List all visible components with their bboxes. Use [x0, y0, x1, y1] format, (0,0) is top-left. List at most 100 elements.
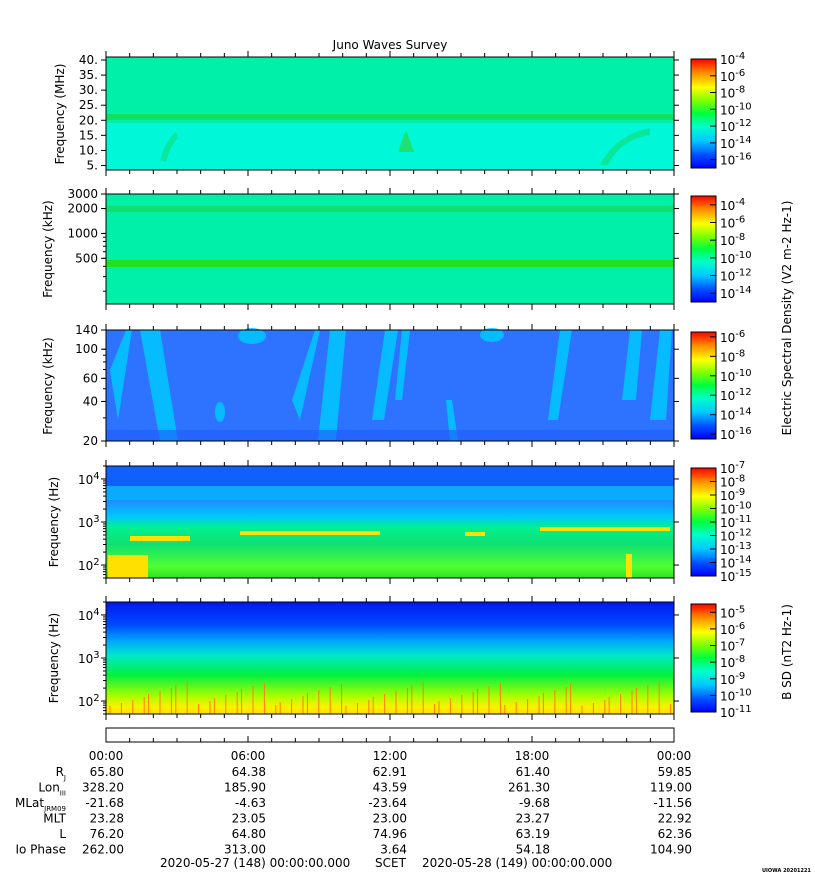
ephem-value: 3.64 [380, 843, 407, 857]
colorbar-tick-label-exp: -8 [735, 474, 745, 485]
colorbar-tick-label-exp: -10 [735, 368, 751, 379]
colorbar-title-magnetic-text: B SD (nT2 Hz-1) [780, 604, 794, 700]
ephem-value: 62.91 [373, 765, 407, 779]
ephem-value: 23.00 [373, 812, 407, 826]
ephem-value: 65.80 [90, 765, 124, 779]
ephem-row-label: L [59, 827, 66, 841]
spectrogram-arc-feature-2 [600, 128, 650, 165]
colorbar-tick-label-base: 10 [720, 428, 735, 442]
ephem-value: 74.96 [373, 827, 407, 841]
ephem-label-text: MLat [15, 796, 44, 810]
streak [292, 330, 320, 420]
colorbar-tick-label: 10-9 [720, 671, 745, 687]
y-tick-label: 2000 [67, 202, 98, 216]
colorbar-tick-label: 10-8 [720, 232, 745, 248]
colorbar-tick-label-exp: -9 [735, 671, 745, 682]
time-axis: 00:00 06:00 12:00 18:00 00:00 [89, 727, 691, 763]
colorbar-tick-label: 10-6 [720, 621, 745, 637]
blob [238, 328, 266, 344]
streak [548, 330, 572, 420]
colorbar-tick-label: 10-11 [720, 514, 752, 530]
y-tick-label: 20. [79, 113, 98, 127]
colorbar-tick-label: 10-12 [720, 387, 752, 403]
ephem-value: 23.28 [90, 812, 124, 826]
colorbar-tick-label: 10-8 [720, 348, 745, 364]
streak [650, 330, 672, 420]
y-tick-label: 104 [78, 471, 100, 487]
ephem-label-text: R [56, 765, 64, 779]
streak [372, 330, 398, 420]
y-tick-label: 35. [79, 68, 98, 82]
blob [215, 402, 225, 422]
ephem-label-text: MLT [43, 812, 66, 826]
colorbar-tick-label: 10-10 [720, 101, 752, 117]
y-tick-label-base: 10 [78, 473, 93, 487]
y-tick-label: 100 [75, 342, 98, 356]
y-tick-label: 5. [87, 158, 98, 172]
colorbar-tick-label-exp: -16 [735, 152, 751, 163]
colorbar-tick-label-base: 10 [720, 530, 735, 544]
streak [140, 330, 178, 441]
band-segment [540, 527, 670, 531]
colorbar-tick-label-exp: -14 [735, 285, 751, 296]
colorbar-title-electric: Electric Spectral Density (V2 m-2 Hz-1) [780, 201, 794, 436]
colorbar-tick-label: 10-14 [720, 407, 752, 423]
ephem-row-label: LonIII [38, 781, 66, 798]
y-axis: 140 100 60 40 20 [75, 323, 679, 448]
colorbar-gradient [690, 195, 717, 303]
colorbar-tick-label: 10-6 [720, 68, 745, 84]
ephem-row-label: RJ [56, 765, 66, 782]
ephem-value: 64.80 [232, 827, 266, 841]
y-tick-label: 103 [78, 650, 100, 666]
ephem-value: 328.20 [82, 781, 124, 795]
colorbar-tick-label: 10-6 [720, 329, 745, 345]
ephem-value: 22.92 [658, 812, 692, 826]
colorbar-tick-label-exp: -12 [735, 387, 751, 398]
colorbar-tick-label: 10-9 [720, 487, 745, 503]
colorbar-tick-label-exp: -12 [735, 118, 751, 129]
burst [108, 555, 148, 578]
colorbar-tick-label-base: 10 [720, 137, 735, 151]
ephem-row-label: MLatJRM09 [15, 796, 66, 813]
ephem-value: 61.40 [516, 765, 550, 779]
y-tick-label: 1000 [67, 226, 98, 240]
y-tick-label: 40. [79, 53, 98, 67]
colorbar-tick-label-exp: -11 [735, 514, 751, 525]
colorbar-tick-label-exp: -14 [735, 135, 751, 146]
colorbar-tick-label-base: 10 [720, 656, 735, 670]
chart-title: Juno Waves Survey [332, 38, 448, 52]
y-tick-label: 104 [78, 607, 100, 623]
colorbar-tick-label-exp: -7 [735, 460, 745, 471]
colorbar-tick-label-base: 10 [720, 389, 735, 403]
ephem-value: 43.59 [373, 781, 407, 795]
colorbar-tick-label-base: 10 [720, 217, 735, 231]
ephemeris-table: RJ 65.80 64.38 62.91 61.40 59.85 LonIII 328.20 1… [15, 765, 692, 857]
spectrogram-emission-band [106, 114, 674, 120]
colorbar-tick-label-exp: -8 [735, 85, 745, 96]
spectrogram-cyan-band [106, 486, 674, 500]
colorbar-tick-label-exp: -4 [735, 51, 745, 62]
y-tick-label: 103 [78, 514, 100, 530]
colorbar-tick-label: 10-16 [720, 152, 752, 168]
y-tick-label: 140 [75, 323, 98, 337]
ephem-value: -4.63 [235, 796, 266, 810]
colorbar-tick-label: 10-4 [720, 197, 745, 213]
colorbar-tick-label-exp: -6 [735, 329, 745, 340]
colorbar-tick-label-base: 10 [720, 409, 735, 423]
colorbar-tick-label: 10-8 [720, 474, 745, 490]
y-tick-label-base: 10 [78, 695, 93, 709]
colorbar-tick-label: 10-7 [720, 638, 745, 654]
colorbar-tick-label-base: 10 [720, 199, 735, 213]
y-tick-label: 102 [78, 693, 100, 709]
colorbar-tick-label-exp: -10 [735, 101, 751, 112]
spectrogram-background [106, 194, 674, 304]
colorbar-tick-label-exp: -8 [735, 348, 745, 359]
ephem-value: 261.30 [508, 781, 550, 795]
colorbar-tick-label: 10-11 [720, 704, 752, 720]
y-tick-label-base: 10 [78, 516, 93, 530]
colorbar-tick-label-base: 10 [720, 557, 735, 571]
y-tick-label-base: 10 [78, 652, 93, 666]
